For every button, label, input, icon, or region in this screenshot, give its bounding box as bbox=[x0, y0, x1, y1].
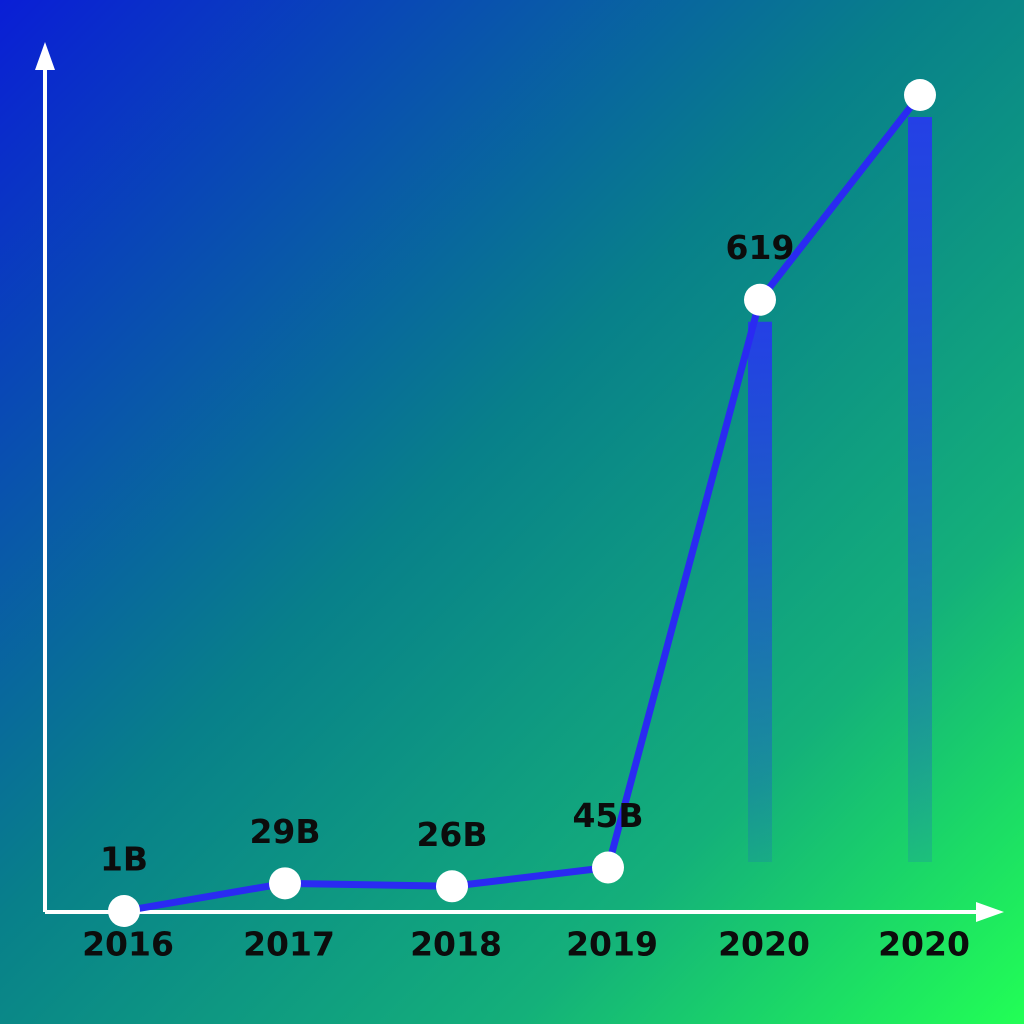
value-label: 1B bbox=[100, 840, 148, 879]
value-label: 619 bbox=[726, 228, 795, 267]
point bbox=[436, 870, 468, 903]
x-tick-label: 2017 bbox=[243, 925, 335, 964]
value-label: 26B bbox=[416, 815, 487, 854]
value-label: 45B bbox=[572, 796, 643, 835]
x-tick-label: 2020 bbox=[878, 925, 970, 964]
line bbox=[123, 92, 923, 915]
bar bbox=[748, 321, 772, 863]
point bbox=[744, 283, 776, 316]
y-axis-arrow bbox=[35, 42, 55, 70]
x-tick-label: 2019 bbox=[566, 925, 658, 964]
point bbox=[904, 79, 936, 111]
value-label: 29B bbox=[249, 812, 320, 851]
bar bbox=[908, 117, 932, 862]
x-tick-label: 2018 bbox=[410, 925, 502, 964]
x-tick-label: 2016 bbox=[82, 925, 174, 964]
point bbox=[269, 867, 301, 900]
x-axis-arrow bbox=[976, 902, 1004, 922]
x-tick-label: 2020 bbox=[718, 925, 810, 964]
point bbox=[592, 851, 624, 884]
point bbox=[108, 895, 140, 928]
